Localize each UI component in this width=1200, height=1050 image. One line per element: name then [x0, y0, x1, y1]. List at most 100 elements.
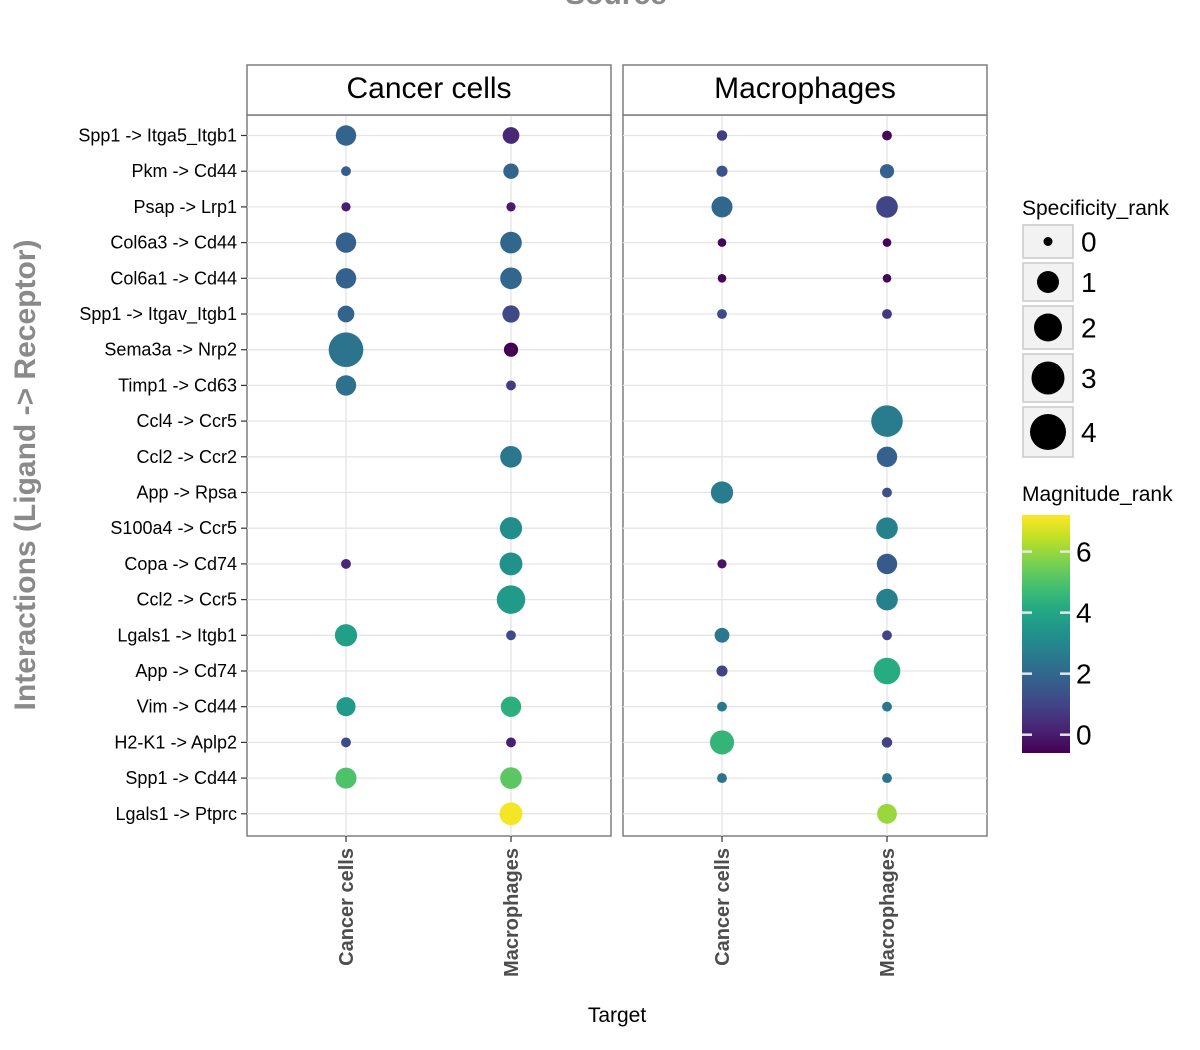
- data-point: [502, 127, 520, 144]
- size-legend-label: 4: [1081, 417, 1097, 448]
- data-point: [710, 481, 734, 504]
- data-point: [877, 803, 897, 824]
- size-legend-dot: [1030, 414, 1066, 450]
- data-point: [717, 273, 727, 283]
- y-tick-label: Timp1 -> Cd63: [118, 375, 237, 395]
- color-legend: Magnitude_rank 0 2 4 6: [1022, 483, 1173, 753]
- data-point: [717, 309, 727, 319]
- facet-strip-label: Macrophages: [714, 72, 896, 105]
- data-point: [335, 767, 357, 789]
- data-point: [717, 238, 727, 247]
- data-point: [882, 773, 892, 784]
- top-title: Source: [565, 0, 667, 11]
- y-tick-label: Spp1 -> Itgav_Itgb1: [79, 304, 237, 325]
- x-tick-label: Cancer cells: [712, 848, 734, 966]
- y-tick-label: Col6a3 -> Cd44: [110, 233, 237, 253]
- size-legend-title: Specificity_rank: [1022, 197, 1170, 220]
- data-point: [876, 517, 898, 540]
- data-point: [717, 773, 727, 784]
- color-legend-title: Magnitude_rank: [1022, 483, 1173, 506]
- y-tick-label: Col6a1 -> Cd44: [110, 268, 237, 288]
- data-points: [328, 125, 903, 826]
- data-point: [882, 273, 892, 283]
- data-point: [328, 332, 364, 368]
- data-point: [882, 238, 892, 247]
- data-point: [341, 166, 351, 177]
- data-point: [716, 165, 728, 177]
- size-legend-dot: [1043, 237, 1053, 246]
- y-tick-label: Psap -> Lrp1: [133, 197, 237, 217]
- x-tick-label: Macrophages: [501, 848, 523, 977]
- data-point: [500, 767, 522, 789]
- y-tick-label: S100a4 -> Ccr5: [110, 518, 237, 538]
- data-point: [876, 446, 898, 467]
- data-point: [502, 305, 520, 323]
- facet-panel: Macrophages: [622, 64, 988, 837]
- x-axis: Cancer cells Macrophages Cancer cells Macro…: [336, 836, 899, 977]
- y-tick-label: Ccl2 -> Ccr5: [136, 590, 237, 610]
- data-point: [882, 487, 892, 498]
- data-point: [717, 701, 727, 712]
- facet-panel: Cancer cells: [246, 64, 612, 837]
- data-point: [709, 730, 735, 755]
- y-tick-label: Lgals1 -> Itgb1: [117, 625, 237, 645]
- facet-strip-label: Cancer cells: [346, 72, 511, 105]
- panel-background: [622, 114, 988, 837]
- data-point: [337, 305, 355, 323]
- data-point: [871, 405, 903, 437]
- data-point: [335, 268, 357, 289]
- x-tick-label: Cancer cells: [336, 848, 358, 966]
- data-point: [876, 588, 898, 611]
- size-legend-label: 0: [1081, 227, 1097, 258]
- colorbar-label: 6: [1076, 537, 1092, 568]
- y-tick-label: H2-K1 -> Aplp2: [114, 732, 237, 752]
- data-point: [879, 164, 895, 179]
- size-legend-dot: [1037, 271, 1059, 293]
- data-point: [717, 559, 727, 569]
- data-point: [341, 558, 351, 569]
- data-point: [335, 375, 357, 396]
- data-point: [500, 696, 522, 717]
- colorbar-label: 2: [1076, 659, 1092, 690]
- data-point: [506, 202, 516, 212]
- strip-background: [246, 64, 612, 116]
- data-point: [499, 517, 523, 540]
- data-point: [876, 196, 898, 218]
- data-point: [882, 130, 892, 141]
- data-point: [335, 232, 357, 253]
- data-point: [506, 630, 516, 641]
- size-legend-label: 2: [1081, 313, 1097, 344]
- data-point: [500, 231, 522, 254]
- data-point: [496, 585, 526, 614]
- facet-panels: Cancer cells Macrophages: [246, 64, 988, 837]
- panel-background: [246, 114, 612, 837]
- x-tick-label: Macrophages: [877, 848, 899, 977]
- data-point: [335, 125, 357, 146]
- size-legend-dot: [1034, 313, 1062, 342]
- y-tick-label: Spp1 -> Cd44: [125, 768, 237, 788]
- data-point: [873, 657, 901, 685]
- colorbar-label: 0: [1076, 720, 1092, 751]
- data-point: [506, 380, 516, 391]
- x-axis-title: Target: [588, 1004, 647, 1027]
- data-point: [876, 553, 898, 575]
- size-legend-label: 1: [1081, 267, 1097, 298]
- data-point: [499, 802, 523, 826]
- y-tick-label: Ccl2 -> Ccr2: [136, 447, 237, 467]
- data-point: [503, 163, 519, 179]
- data-point: [341, 737, 351, 748]
- data-point: [499, 552, 523, 576]
- data-point: [334, 624, 358, 647]
- data-point: [881, 737, 893, 748]
- data-point: [882, 630, 892, 641]
- y-tick-label: Pkm -> Cd44: [131, 161, 237, 181]
- data-point: [716, 665, 728, 677]
- y-tick-label: Vim -> Cd44: [137, 697, 237, 717]
- data-point: [500, 445, 522, 468]
- y-tick-label: App -> Rpsa: [136, 483, 238, 503]
- data-point: [882, 701, 892, 712]
- size-legend: Specificity_rank 0 1 2 3 4: [1022, 197, 1170, 458]
- y-tick-label: Ccl4 -> Ccr5: [136, 411, 237, 431]
- size-legend-label: 3: [1081, 363, 1097, 394]
